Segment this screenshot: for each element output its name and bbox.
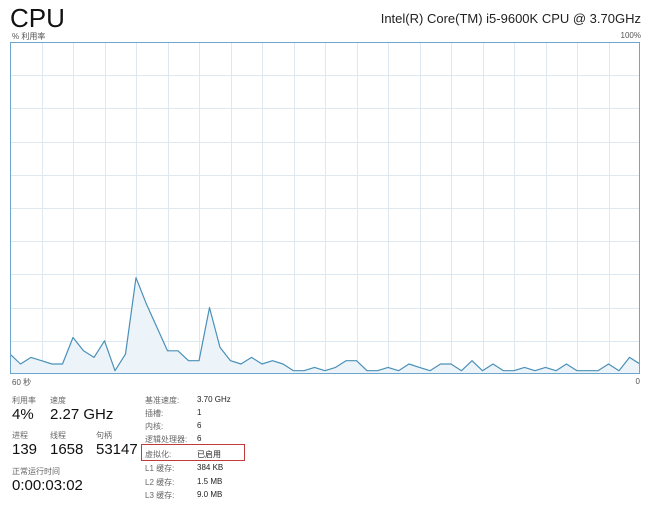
- info-key-virtualization: 虚拟化:: [145, 450, 172, 459]
- info-key-l1-cache: L1 缓存:: [145, 464, 175, 473]
- info-key-cores: 内核:: [145, 422, 164, 431]
- x-axis-left-label: 60 秒: [12, 378, 32, 387]
- processes-value: 139: [12, 441, 38, 458]
- info-value-l1-cache: 384 KB: [197, 463, 224, 472]
- y-axis-max-label: 100%: [620, 31, 641, 40]
- info-key-sockets: 插槽:: [145, 409, 164, 418]
- handles-label: 句柄: [96, 431, 112, 440]
- speed-value: 2.27 GHz: [50, 406, 114, 423]
- info-key-l2-cache: L2 缓存:: [145, 478, 175, 487]
- utilization-area: [10, 277, 640, 374]
- info-key-l3-cache: L3 缓存:: [145, 491, 175, 500]
- threads-value: 1658: [50, 441, 84, 458]
- uptime-label: 正常运行时间: [12, 467, 60, 476]
- info-value-virtualization: 已启用: [197, 450, 221, 459]
- threads-label: 线程: [50, 431, 66, 440]
- info-value-l3-cache: 9.0 MB: [197, 490, 223, 499]
- info-value-cores: 6: [197, 421, 202, 430]
- processes-label: 进程: [12, 431, 28, 440]
- speed-label: 速度: [50, 396, 66, 405]
- cpu-utilization-graph: [10, 42, 640, 374]
- info-value-l2-cache: 1.5 MB: [197, 477, 223, 486]
- handles-value: 53147: [96, 441, 138, 458]
- utilization-value: 4%: [12, 406, 34, 423]
- info-value-logical-processors: 6: [197, 434, 202, 443]
- info-value-base-speed: 3.70 GHz: [197, 395, 231, 404]
- graph-border: [10, 42, 640, 374]
- x-axis-right-label: 0: [635, 377, 640, 386]
- info-key-logical-processors: 逻辑处理器:: [145, 435, 188, 444]
- cpu-model-name: Intel(R) Core(TM) i5-9600K CPU @ 3.70GHz: [380, 11, 641, 26]
- y-axis-label: % 利用率: [12, 32, 46, 41]
- page-title: CPU: [10, 3, 65, 33]
- utilization-line: [10, 277, 640, 372]
- utilization-label: 利用率: [12, 396, 36, 405]
- uptime-value: 0:00:03:02: [12, 477, 83, 494]
- info-value-sockets: 1: [197, 408, 202, 417]
- virtualization-highlight-box: [141, 444, 245, 461]
- info-key-base-speed: 基准速度:: [145, 396, 180, 405]
